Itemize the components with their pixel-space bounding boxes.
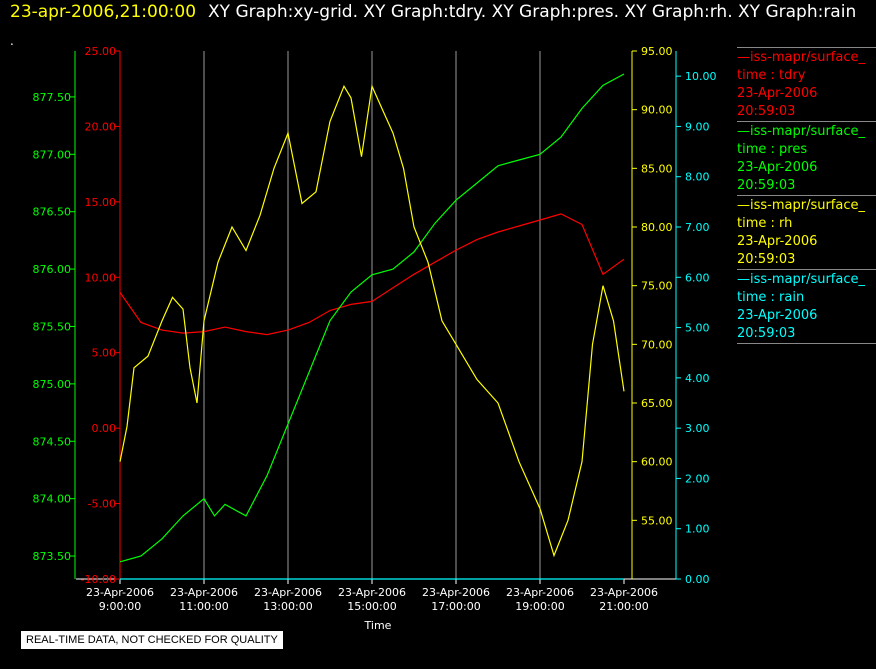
x-tick-date: 23-Apr-2006 bbox=[590, 586, 658, 599]
legend-series-name: —iss-mapr/surface_ bbox=[737, 50, 866, 65]
tdry-tick-label: -10.00 bbox=[81, 573, 116, 586]
x-tick-date: 23-Apr-2006 bbox=[338, 586, 406, 599]
pres-tick-label: 876.00 bbox=[33, 263, 72, 276]
legend-series-name: —iss-mapr/surface_ bbox=[737, 124, 866, 139]
legend-entry-rh: —iss-mapr/surface_ time : rh 23-Apr-2006… bbox=[737, 195, 876, 269]
rh-tick-label: 70.00 bbox=[641, 338, 673, 351]
tdry-tick-label: 0.00 bbox=[92, 422, 117, 435]
x-tick-time: 19:00:00 bbox=[515, 600, 564, 613]
pres-tick-label: 875.00 bbox=[33, 378, 72, 391]
rain-tick-label: 4.00 bbox=[685, 372, 710, 385]
x-tick-date: 23-Apr-2006 bbox=[506, 586, 574, 599]
rh-tick-label: 90.00 bbox=[641, 104, 673, 117]
tdry-tick-label: 20.00 bbox=[85, 120, 117, 133]
rh-tick-label: 95.00 bbox=[641, 45, 673, 58]
legend-date: 23-Apr-2006 bbox=[737, 308, 818, 323]
rain-tick-label: 1.00 bbox=[685, 523, 710, 536]
legend-time: 20:59:03 bbox=[737, 178, 796, 193]
quality-disclaimer: REAL-TIME DATA, NOT CHECKED FOR QUALITY bbox=[21, 631, 283, 649]
header-bar: 23-apr-2006,21:00:00 XY Graph:xy-grid. XY… bbox=[10, 2, 856, 22]
x-axis-label: Time bbox=[364, 619, 392, 632]
rh-tick-label: 80.00 bbox=[641, 221, 673, 234]
x-tick-date: 23-Apr-2006 bbox=[86, 586, 154, 599]
legend-entry-rain: —iss-mapr/surface_ time : rain 23-Apr-20… bbox=[737, 269, 876, 344]
header-dot: . bbox=[10, 34, 14, 48]
x-tick-time: 15:00:00 bbox=[347, 600, 396, 613]
tdry-tick-label: 10.00 bbox=[85, 271, 117, 284]
pres-tick-label: 877.50 bbox=[33, 91, 72, 104]
legend-field: time : rain bbox=[737, 290, 805, 305]
tdry-series-line bbox=[119, 213, 625, 336]
legend-date: 23-Apr-2006 bbox=[737, 86, 818, 101]
legend-field: time : rh bbox=[737, 216, 793, 231]
x-tick-time: 11:00:00 bbox=[179, 600, 228, 613]
legend-series-name: —iss-mapr/surface_ bbox=[737, 198, 866, 213]
rain-tick-label: 7.00 bbox=[685, 221, 710, 234]
legend: —iss-mapr/surface_ time : tdry 23-Apr-20… bbox=[737, 47, 876, 344]
legend-date: 23-Apr-2006 bbox=[737, 160, 818, 175]
legend-time: 20:59:03 bbox=[737, 252, 796, 267]
rh-tick-label: 65.00 bbox=[641, 397, 673, 410]
graph-titles: XY Graph:xy-grid. XY Graph:tdry. XY Grap… bbox=[208, 2, 857, 22]
tdry-tick-label: 25.00 bbox=[85, 45, 117, 58]
x-tick-time: 13:00:00 bbox=[263, 600, 312, 613]
rh-tick-label: 85.00 bbox=[641, 162, 673, 175]
legend-field: time : pres bbox=[737, 142, 808, 157]
rh-tick-label: 75.00 bbox=[641, 280, 673, 293]
legend-field: time : tdry bbox=[737, 68, 806, 83]
x-tick-date: 23-Apr-2006 bbox=[422, 586, 490, 599]
legend-time: 20:59:03 bbox=[737, 326, 796, 341]
x-tick-time: 9:00:00 bbox=[99, 600, 141, 613]
x-tick-time: 21:00:00 bbox=[599, 600, 648, 613]
rh-tick-label: 60.00 bbox=[641, 456, 673, 469]
pres-tick-label: 875.50 bbox=[33, 320, 72, 333]
tdry-tick-label: 15.00 bbox=[85, 196, 117, 209]
rain-tick-label: 2.00 bbox=[685, 472, 710, 485]
pres-tick-label: 877.00 bbox=[33, 148, 72, 161]
pres-tick-label: 873.50 bbox=[33, 550, 72, 563]
rain-tick-label: 0.00 bbox=[685, 573, 710, 586]
x-tick-date: 23-Apr-2006 bbox=[170, 586, 238, 599]
pres-series-line bbox=[119, 73, 625, 563]
legend-date: 23-Apr-2006 bbox=[737, 234, 818, 249]
legend-time: 20:59:03 bbox=[737, 104, 796, 119]
pres-tick-label: 874.50 bbox=[33, 435, 72, 448]
legend-series-name: —iss-mapr/surface_ bbox=[737, 272, 866, 287]
rain-tick-label: 6.00 bbox=[685, 271, 710, 284]
x-tick-date: 23-Apr-2006 bbox=[254, 586, 322, 599]
rh-series-line bbox=[119, 84, 625, 558]
pres-tick-label: 876.50 bbox=[33, 206, 72, 219]
tdry-tick-label: 5.00 bbox=[92, 347, 117, 360]
tdry-tick-label: -5.00 bbox=[88, 498, 116, 511]
rain-tick-label: 10.00 bbox=[685, 70, 717, 83]
x-tick-time: 17:00:00 bbox=[431, 600, 480, 613]
rain-tick-label: 9.00 bbox=[685, 120, 710, 133]
rain-tick-label: 8.00 bbox=[685, 171, 710, 184]
legend-entry-tdry: —iss-mapr/surface_ time : tdry 23-Apr-20… bbox=[737, 47, 876, 121]
rain-tick-label: 3.00 bbox=[685, 422, 710, 435]
legend-entry-pres: —iss-mapr/surface_ time : pres 23-Apr-20… bbox=[737, 121, 876, 195]
rh-tick-label: 55.00 bbox=[641, 514, 673, 527]
rain-tick-label: 5.00 bbox=[685, 322, 710, 335]
header-timestamp: 23-apr-2006,21:00:00 bbox=[10, 2, 197, 22]
pres-tick-label: 874.00 bbox=[33, 493, 72, 506]
